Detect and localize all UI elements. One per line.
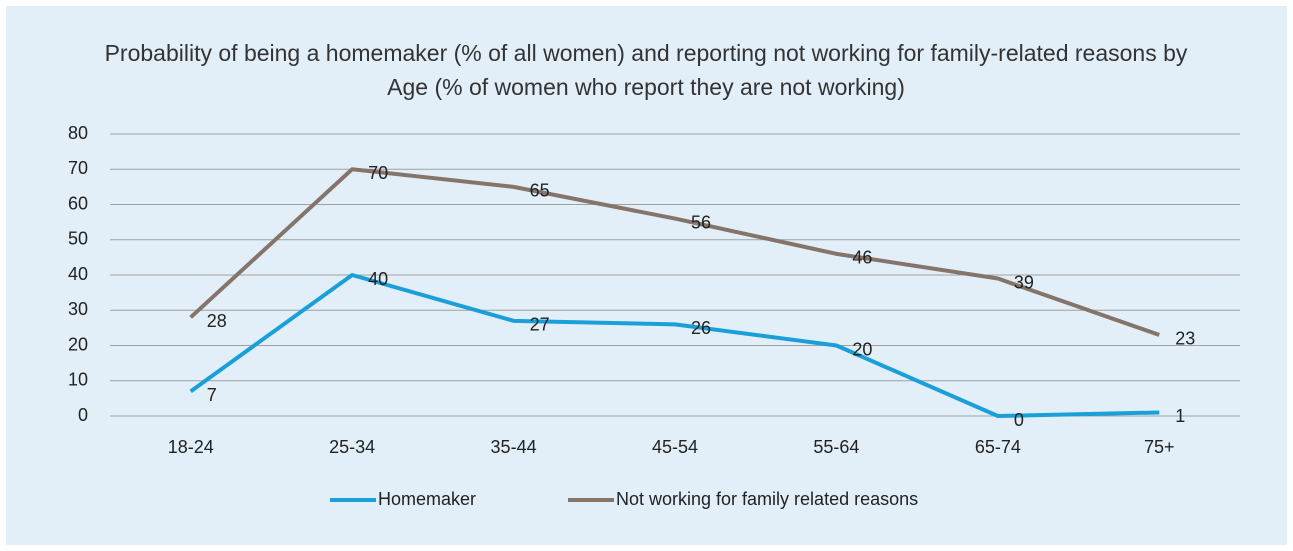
data-label: 28 [207,311,227,331]
x-tick-label: 35-44 [491,437,537,457]
data-label: 65 [530,181,550,201]
y-tick-label: 20 [68,334,88,354]
series-line [189,273,1160,418]
data-label: 40 [368,269,388,289]
y-tick-label: 50 [68,229,88,249]
y-tick-label: 60 [68,193,88,213]
y-tick-label: 80 [68,123,88,143]
data-label: 23 [1175,329,1195,349]
x-tick-label: 75+ [1144,437,1175,457]
series-line [189,167,1160,337]
data-label: 0 [1014,410,1024,430]
data-label: 56 [691,212,711,232]
data-label: 26 [691,318,711,338]
y-tick-label: 30 [68,299,88,319]
legend-label: Not working for family related reasons [616,489,918,509]
data-label: 39 [1014,272,1034,292]
y-tick-label: 70 [68,158,88,178]
data-label: 27 [530,315,550,335]
chart-title: Probability of being a homemaker (% of a… [104,40,1188,100]
legend-label: Homemaker [378,489,476,509]
data-label: 46 [852,248,872,268]
x-tick-label: 18-24 [168,437,214,457]
data-label: 70 [368,163,388,183]
x-tick-label: 65-74 [975,437,1021,457]
data-label: 7 [207,385,217,405]
data-label: 20 [852,339,872,359]
x-tick-label: 55-64 [813,437,859,457]
y-tick-label: 40 [68,264,88,284]
y-tick-label: 0 [78,405,88,425]
x-tick-label: 45-54 [652,437,698,457]
y-tick-label: 10 [68,370,88,390]
data-label: 1 [1175,406,1185,426]
x-tick-label: 25-34 [329,437,375,457]
